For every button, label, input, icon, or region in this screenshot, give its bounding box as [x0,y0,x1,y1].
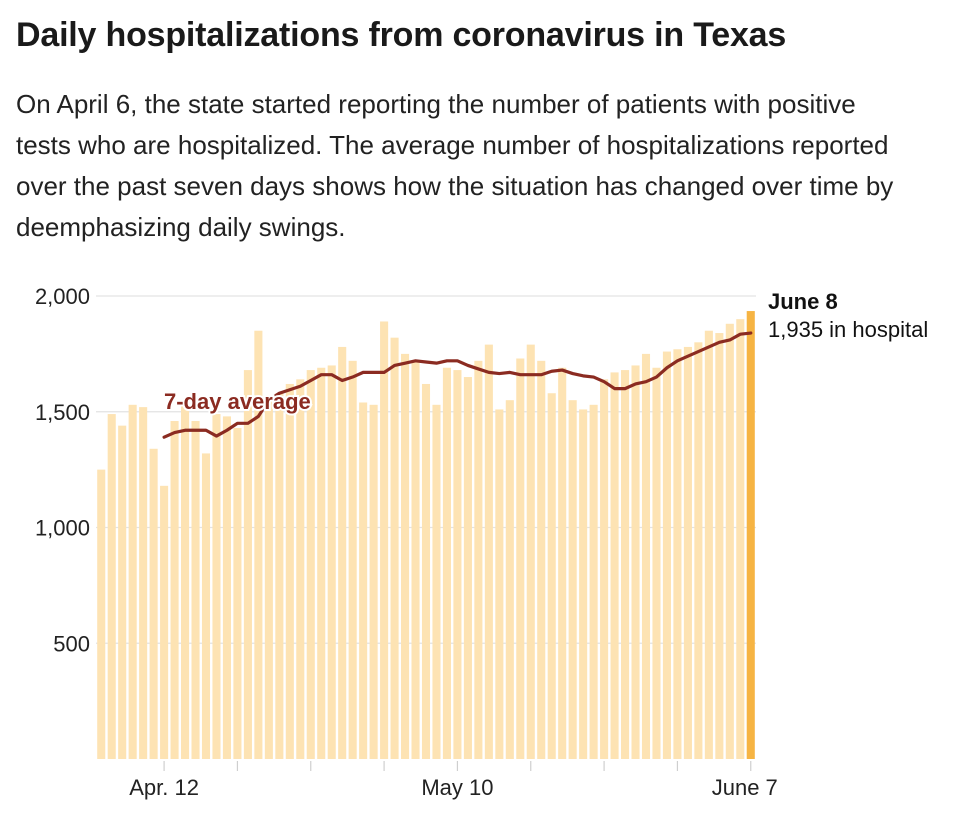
bar [348,360,357,759]
bar [694,342,703,759]
latest-date-label: June 8 [768,289,838,314]
bar [118,425,127,759]
bar [547,393,556,759]
bar [170,421,179,759]
average-line-group [162,331,753,439]
bar [380,321,389,759]
chart-subtitle: On April 6, the state started reporting … [16,89,894,242]
bar [243,370,252,759]
bar [139,407,148,759]
bar [97,469,106,760]
bar [652,367,661,759]
x-tick-label: June 7 [712,775,778,800]
bar [736,319,745,759]
bar [516,358,525,759]
y-tick-label: 2,000 [35,284,90,309]
bar [401,353,410,760]
bar [275,393,284,759]
bar [673,349,682,759]
bar [568,400,577,759]
bar [453,370,462,759]
bar [600,379,609,759]
bar [484,344,493,759]
x-tick-label: Apr. 12 [129,775,199,800]
y-tick-label: 500 [53,631,90,656]
bar [390,337,399,759]
seven-day-average-label: 7-day average [164,389,311,414]
bar [233,427,242,759]
x-tick-label: May 10 [421,775,493,800]
bar [181,404,190,759]
bar [631,365,640,759]
bar [338,346,347,759]
bar [495,409,504,759]
bar [191,421,200,759]
bar [621,370,630,759]
bar [474,360,483,759]
bar [662,351,671,759]
bar [212,414,221,759]
bar [558,367,567,759]
y-tick-label: 1,000 [35,516,90,541]
bar [222,416,231,759]
chart-title: Daily hospitalizations from coronavirus … [16,16,787,54]
bar [160,485,169,759]
bar [411,360,420,759]
bar [369,404,378,759]
latest-value-label: 1,935 in hospital [768,317,928,342]
bar [128,404,137,759]
bar [610,372,619,759]
bar [442,367,451,759]
bar [683,346,692,759]
bars [97,311,755,760]
bar [537,360,546,759]
bar [715,333,724,759]
x-ticks: Apr. 12 May 10 June 7 [96,759,778,800]
bar [107,414,116,759]
bar [264,397,273,759]
bar [327,365,336,759]
labels: 7-day average June 8 1,935 in hospital [162,289,928,416]
y-tick-label: 1,500 [35,400,90,425]
bar [589,404,598,759]
grid-lines: 500 1,000 1,500 2,000 [35,284,756,656]
bar [505,400,514,759]
bar [432,404,441,759]
bar [201,453,211,759]
bar [296,379,305,759]
bar [463,377,472,759]
bar [526,344,535,759]
bar [285,383,294,759]
bar [306,370,315,759]
bar [641,353,651,760]
bar [359,402,368,759]
bar [421,383,431,759]
bar [254,330,263,759]
bar [149,448,158,759]
bar [317,367,326,759]
seven-day-average-line [162,331,753,439]
bar [704,330,713,759]
bar [579,409,588,759]
bar-highlight [746,311,755,759]
bar [725,323,734,759]
